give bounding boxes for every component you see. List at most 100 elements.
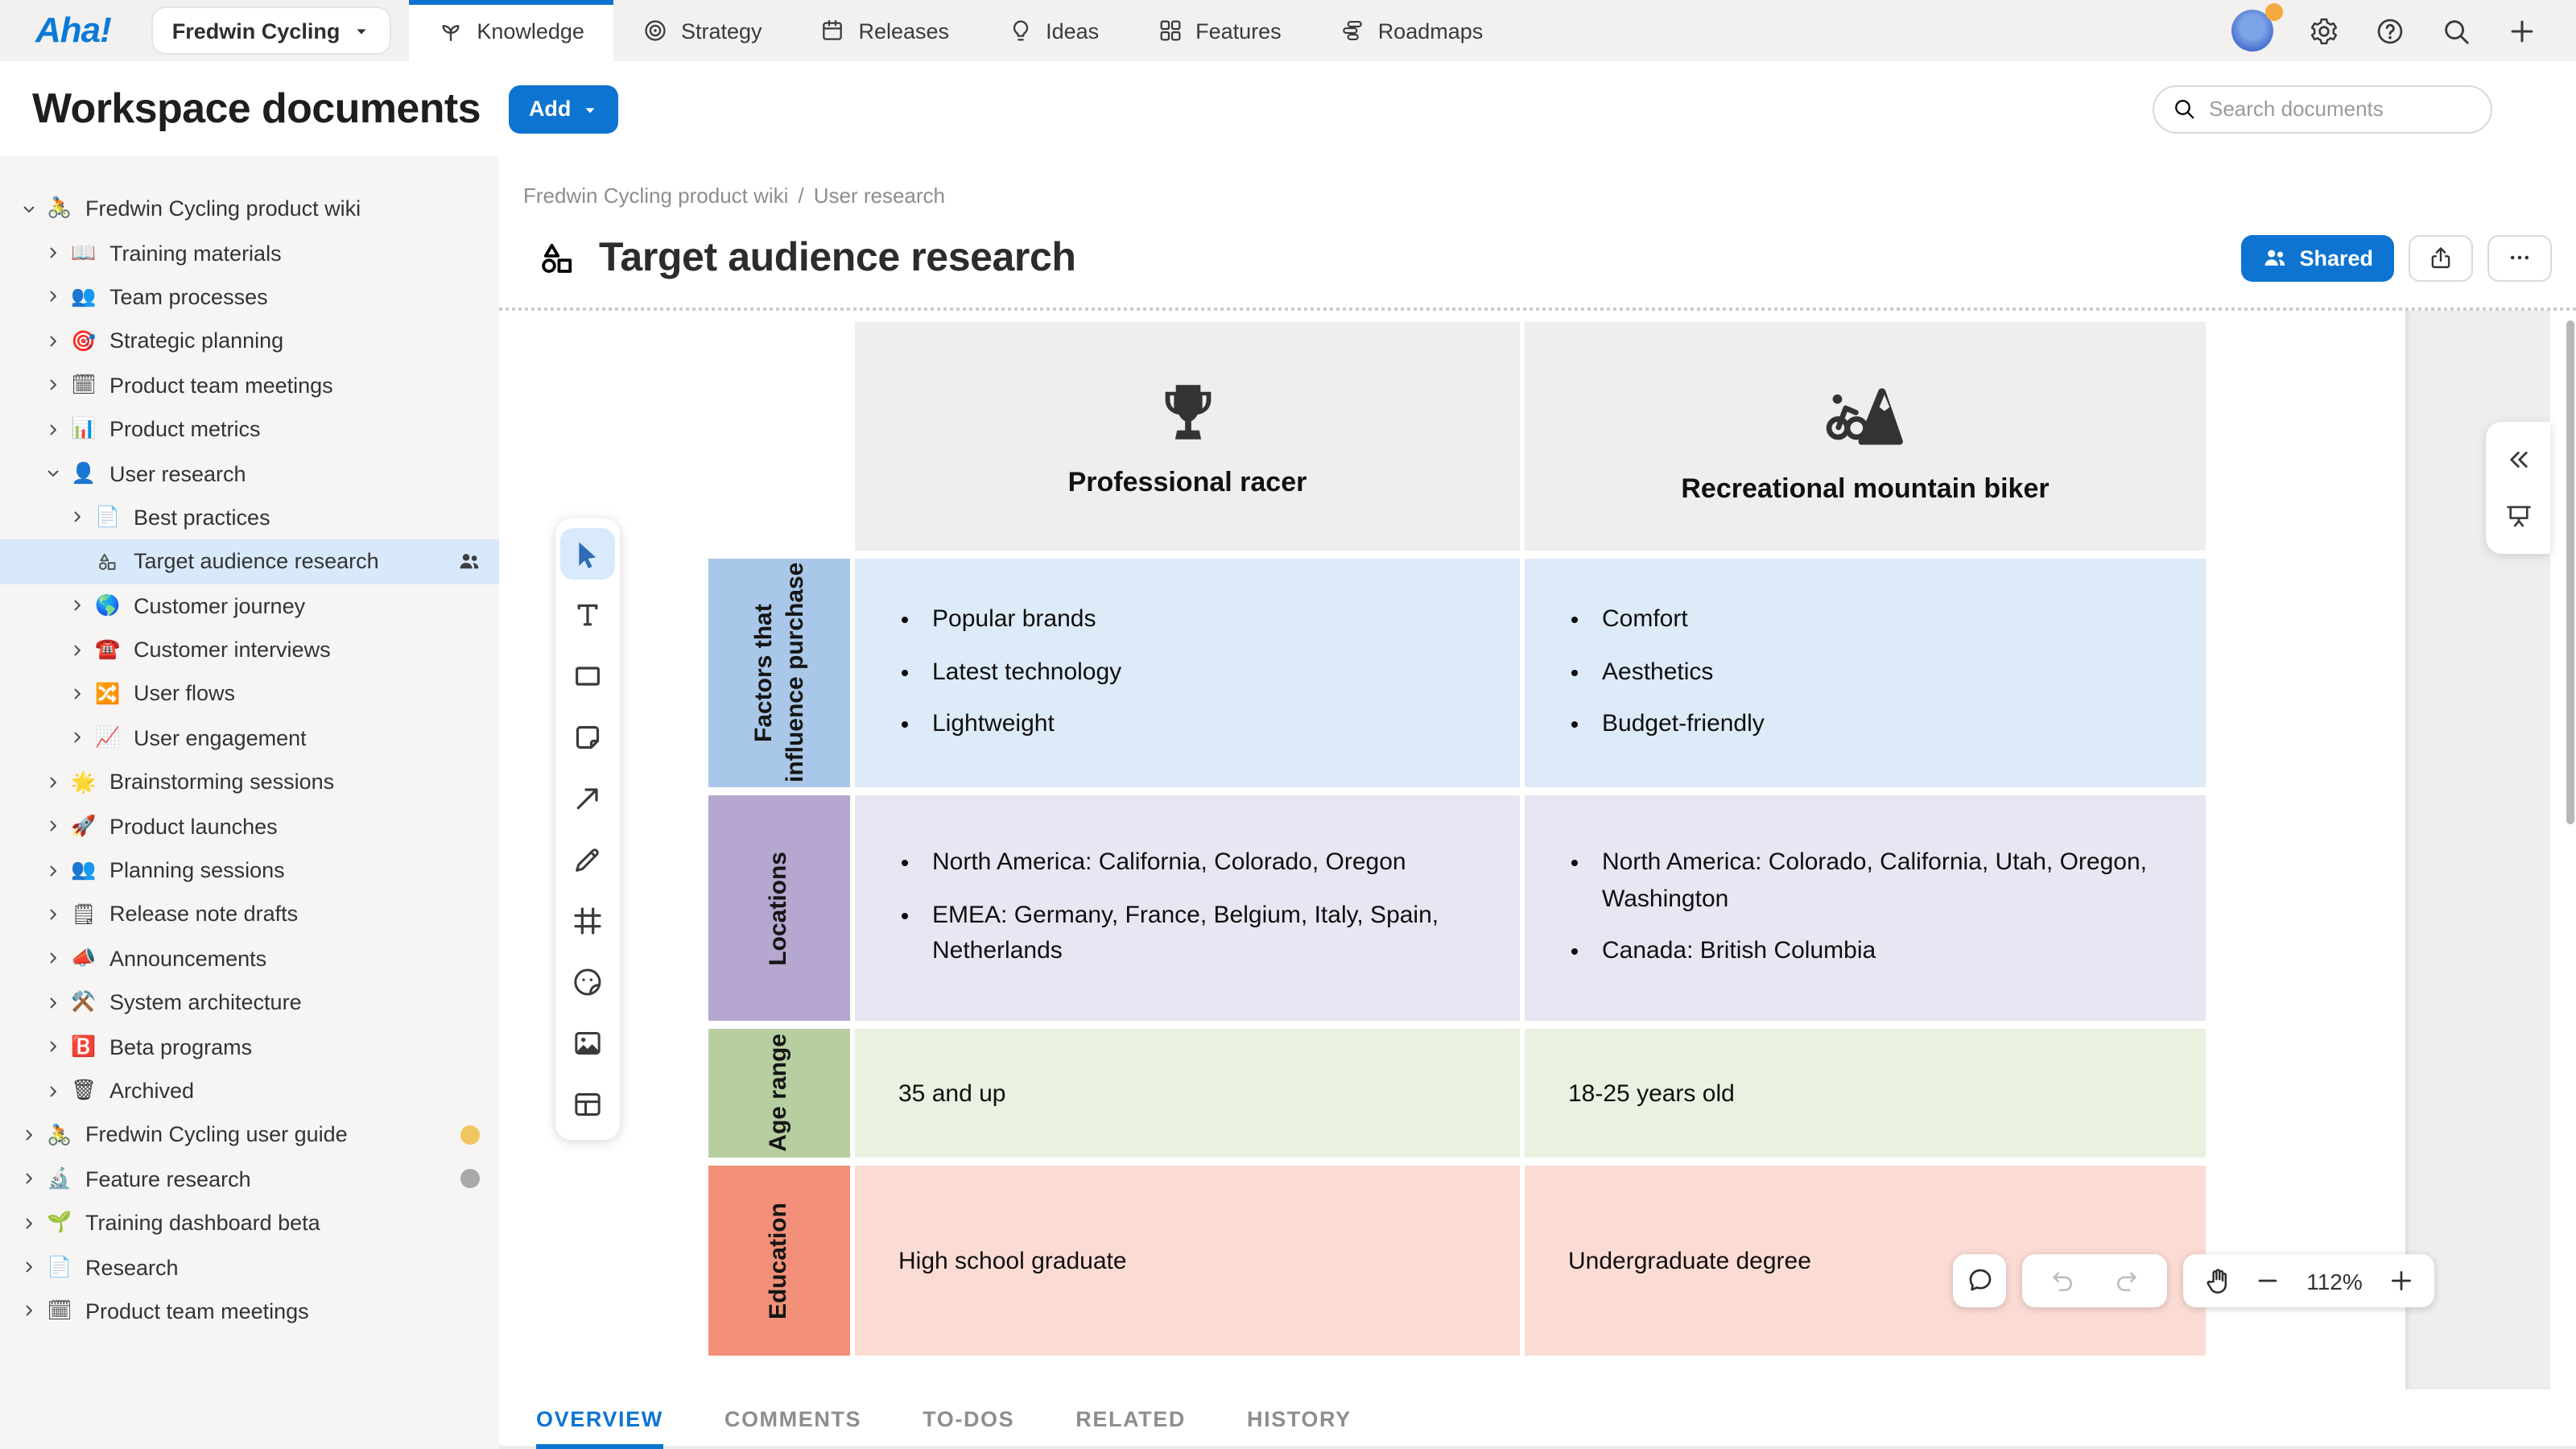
table-cell[interactable]: 35 and up (855, 1029, 1520, 1158)
sidebar-item-product-launches[interactable]: 🚀 Product launches (0, 804, 499, 848)
doc-tab-comments[interactable]: COMMENTS (724, 1407, 862, 1431)
chevron-right-icon[interactable] (64, 506, 89, 530)
aha-logo[interactable]: Aha! (35, 10, 112, 50)
table-cell[interactable]: Popular brands Latest technology Lightweig… (855, 559, 1520, 787)
table-cell[interactable]: North America: Colorado, California, Uta… (1525, 795, 2206, 1021)
tool-table[interactable] (555, 1074, 620, 1135)
tool-image[interactable] (555, 1013, 620, 1074)
sidebar-item-product-team-meetings[interactable]: 🗓 Product team meetings (0, 1290, 499, 1334)
table-column-header[interactable]: Professional racer (855, 322, 1520, 551)
sidebar-item-user-engagement[interactable]: 📈 User engagement (0, 716, 499, 760)
chevron-right-icon[interactable] (64, 638, 89, 662)
zoom-out-icon[interactable] (2254, 1266, 2281, 1295)
tool-connector[interactable] (555, 768, 620, 829)
chevron-right-icon[interactable] (40, 947, 64, 971)
nav-tab-features[interactable]: Features (1128, 0, 1311, 61)
sidebar-item-archived[interactable]: 🗑 Archived (0, 1069, 499, 1113)
tool-frame[interactable] (555, 890, 620, 952)
chevron-right-icon[interactable] (40, 814, 64, 838)
more-options-button[interactable] (2487, 234, 2552, 281)
doc-tab-to-dos[interactable]: TO-DOS (923, 1407, 1015, 1431)
sidebar-item-system-architecture[interactable]: ⚒️ System architecture (0, 980, 499, 1025)
breadcrumb-wiki-link[interactable]: Fredwin Cycling product wiki (523, 184, 789, 208)
collapse-panel-icon[interactable] (2504, 445, 2532, 474)
workspace-switcher[interactable]: Fredwin Cycling (152, 8, 390, 53)
chevron-right-icon[interactable] (40, 858, 64, 882)
sidebar-item-research[interactable]: 📄 Research (0, 1245, 499, 1290)
presentation-icon[interactable] (2503, 500, 2533, 530)
add-button[interactable]: Add (509, 85, 618, 133)
chevron-down-icon[interactable] (40, 461, 64, 485)
sidebar-item-team-processes[interactable]: 👥 Team processes (0, 275, 499, 320)
nav-tab-strategy[interactable]: Strategy (613, 0, 791, 61)
table-cell[interactable]: Comfort Aesthetics Budget-friendly (1525, 559, 2206, 787)
sidebar-item-strategic-planning[interactable]: 🎯 Strategic planning (0, 319, 499, 363)
tool-select[interactable] (555, 523, 620, 584)
shared-button[interactable]: Shared (2241, 234, 2394, 281)
help-icon[interactable] (2375, 15, 2405, 46)
whiteboard-canvas[interactable]: Professional racer Recreational mountain… (499, 308, 2576, 1389)
chevron-down-icon[interactable] (16, 196, 40, 221)
sidebar-item-fredwin-cycling-product-wiki[interactable]: 🚴 Fredwin Cycling product wiki (0, 187, 499, 231)
nav-tab-ideas[interactable]: Ideas (978, 0, 1128, 61)
tool-shape[interactable] (555, 646, 620, 707)
chevron-right-icon[interactable] (16, 1299, 40, 1323)
chevron-right-icon[interactable] (40, 374, 64, 398)
table-row-label[interactable]: Locations (708, 795, 850, 1021)
sidebar-item-target-audience-research[interactable]: Target audience research (0, 539, 499, 584)
tool-sticker[interactable] (555, 952, 620, 1013)
chevron-right-icon[interactable] (40, 1079, 64, 1103)
sidebar-item-brainstorming-sessions[interactable]: 🌟 Brainstorming sessions (0, 760, 499, 804)
sidebar-item-announcements[interactable]: 📣 Announcements (0, 936, 499, 980)
nav-tab-knowledge[interactable]: Knowledge (409, 0, 613, 61)
sidebar-item-product-metrics[interactable]: 📊 Product metrics (0, 407, 499, 452)
chevron-right-icon[interactable] (40, 241, 64, 265)
avatar[interactable] (2231, 3, 2283, 52)
sidebar-item-best-practices[interactable]: 📄 Best practices (0, 495, 499, 539)
chevron-right-icon[interactable] (16, 1167, 40, 1191)
document-search[interactable] (2153, 85, 2492, 133)
global-add-icon[interactable] (2507, 15, 2537, 46)
nav-tab-releases[interactable]: Releases (791, 0, 979, 61)
doc-tab-related[interactable]: RELATED (1075, 1407, 1186, 1431)
sidebar-item-release-note-drafts[interactable]: 🗒 Release note drafts (0, 893, 499, 937)
chevron-right-icon[interactable] (40, 990, 64, 1014)
chevron-right-icon[interactable] (40, 902, 64, 927)
persona-comparison-table[interactable]: Professional racer Recreational mountain… (708, 322, 2206, 1356)
chevron-right-icon[interactable] (40, 1034, 64, 1059)
chevron-right-icon[interactable] (16, 1123, 40, 1147)
vertical-scrollbar[interactable] (2566, 320, 2574, 824)
table-row-label[interactable]: Age range (708, 1029, 850, 1158)
chevron-right-icon[interactable] (16, 1255, 40, 1279)
settings-gear-icon[interactable] (2309, 15, 2339, 46)
sidebar-item-customer-interviews[interactable]: ☎️ Customer interviews (0, 628, 499, 672)
sidebar-item-fredwin-cycling-user-guide[interactable]: 🚴 Fredwin Cycling user guide (0, 1113, 499, 1157)
sidebar-item-user-flows[interactable]: 🔀 User flows (0, 672, 499, 716)
hand-pan-icon[interactable] (2202, 1265, 2233, 1296)
table-row-label[interactable]: Education (708, 1166, 850, 1356)
tool-pen[interactable] (555, 829, 620, 890)
chevron-right-icon[interactable] (40, 770, 64, 795)
chevron-right-icon[interactable] (64, 726, 89, 750)
redo-icon[interactable] (2112, 1266, 2140, 1295)
chevron-right-icon[interactable] (64, 682, 89, 706)
breadcrumb-folder-link[interactable]: User research (813, 184, 945, 208)
doc-tab-overview[interactable]: OVERVIEW (536, 1389, 663, 1449)
sidebar-item-training-materials[interactable]: 📖 Training materials (0, 231, 499, 275)
sidebar-item-feature-research[interactable]: 🔬 Feature research (0, 1157, 499, 1201)
tool-text[interactable] (555, 584, 620, 646)
sidebar-item-product-team-meetings[interactable]: 🗓 Product team meetings (0, 363, 499, 407)
chevron-right-icon[interactable] (40, 417, 64, 441)
chevron-right-icon[interactable] (16, 1211, 40, 1235)
table-cell[interactable]: North America: California, Colorado, Ore… (855, 795, 1520, 1021)
sidebar-item-planning-sessions[interactable]: 👥 Planning sessions (0, 848, 499, 893)
chevron-right-icon[interactable] (40, 329, 64, 353)
comment-button[interactable] (1953, 1254, 2006, 1307)
table-cell[interactable]: High school graduate (855, 1166, 1520, 1356)
doc-tab-history[interactable]: HISTORY (1247, 1407, 1352, 1431)
table-cell[interactable]: 18-25 years old (1525, 1029, 2206, 1158)
zoom-in-icon[interactable] (2388, 1266, 2415, 1295)
nav-tab-roadmaps[interactable]: Roadmaps (1311, 0, 1513, 61)
search-input[interactable] (2209, 97, 2473, 121)
tool-sticky-note[interactable] (555, 707, 620, 768)
